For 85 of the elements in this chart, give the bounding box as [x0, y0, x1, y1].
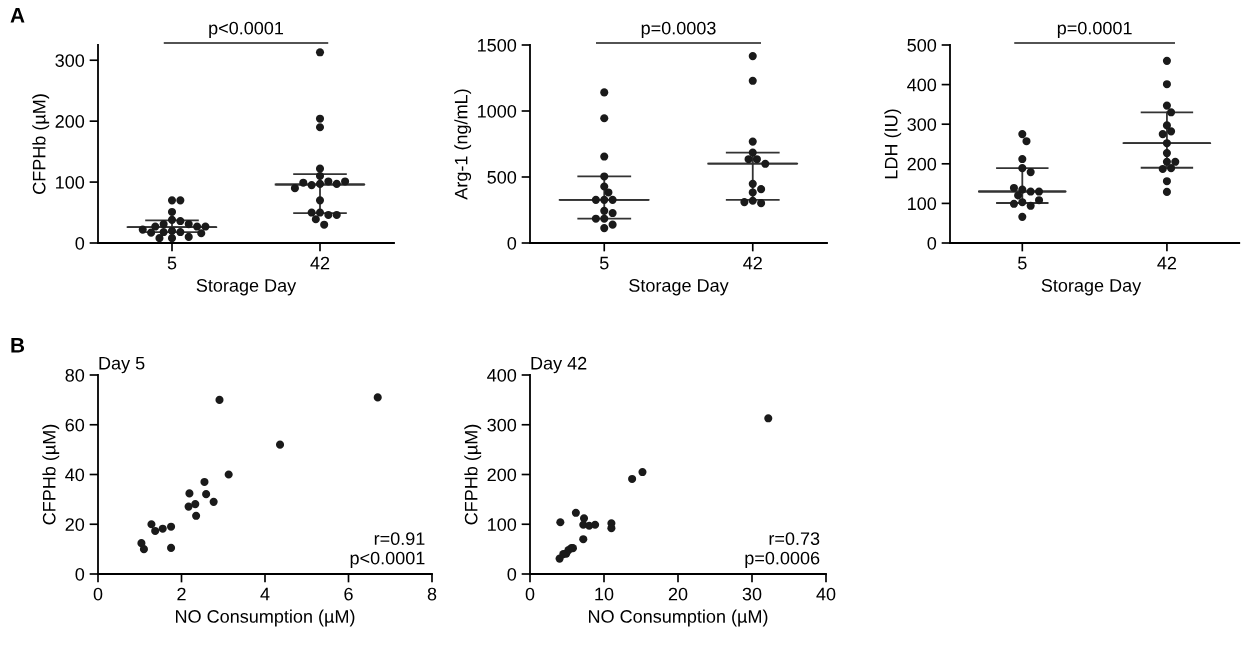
annotation: r=0.73 p=0.0006 — [745, 532, 820, 569]
point — [167, 543, 176, 552]
text: B — [11, 338, 25, 353]
chart-title: Day 42 — [531, 356, 587, 374]
x-tick-label: 5 — [167, 256, 177, 270]
y-axis-title: CFPHb (µM) — [32, 94, 50, 194]
y-axis-title: LDH (IU) — [884, 109, 902, 179]
x-tick-label: 42 — [1157, 256, 1177, 270]
point — [191, 500, 200, 509]
y-tick-label: 100 — [488, 518, 517, 531]
x-tick-label: 0 — [525, 587, 535, 601]
point — [139, 545, 148, 554]
point — [224, 470, 233, 479]
point — [167, 522, 176, 531]
y-tick-label: 300 — [487, 418, 517, 432]
point — [764, 414, 773, 423]
y-tick-label: 1000 — [478, 104, 517, 118]
y-tick-label: 400 — [487, 368, 517, 382]
point — [158, 524, 167, 533]
y-tick-label: 1500 — [478, 38, 517, 52]
text: p<0.0001 — [209, 21, 284, 39]
y-axis-title: CFPHb (µM) — [464, 424, 482, 525]
y-tick-label: 60 — [65, 418, 85, 432]
x-tick-label: 4 — [260, 587, 270, 601]
y-tick-label: 400 — [907, 78, 937, 92]
point — [209, 497, 218, 506]
x-tick-label: 42 — [310, 256, 330, 270]
point — [579, 535, 588, 544]
point — [607, 524, 616, 533]
x-tick-label: 20 — [668, 587, 688, 601]
point — [275, 440, 285, 449]
x-tick-label: 40 — [816, 587, 836, 601]
x-axis-title: NO Consumption (µM) — [589, 609, 768, 627]
y-tick-label: 100 — [56, 176, 85, 189]
x-tick-label: 5 — [1018, 256, 1027, 270]
point — [215, 395, 224, 404]
y-tick-label: 500 — [487, 170, 517, 184]
point — [638, 467, 647, 477]
text: A — [10, 8, 25, 23]
point — [147, 520, 156, 529]
y-tick-label: 200 — [907, 157, 937, 171]
text: p=0.0001 — [1057, 21, 1132, 39]
point — [556, 518, 565, 527]
y-tick-label: 100 — [908, 197, 937, 211]
point — [628, 474, 637, 484]
y-tick-label: 0 — [75, 567, 85, 581]
x-tick-label: 6 — [344, 587, 353, 601]
point — [151, 526, 160, 536]
y-tick-label: 0 — [927, 236, 937, 250]
point — [200, 477, 209, 487]
point — [591, 520, 600, 529]
x-tick-label: 42 — [743, 256, 762, 270]
point — [202, 490, 211, 499]
x-axis-title: Storage Day — [629, 279, 729, 296]
y-tick-label: 0 — [75, 236, 85, 250]
point — [192, 511, 201, 520]
point — [571, 508, 580, 517]
y-tick-label: 500 — [907, 38, 937, 52]
point — [185, 489, 194, 498]
y-tick-label: 40 — [65, 468, 85, 482]
y-tick-label: 20 — [65, 518, 85, 531]
y-tick-label: 300 — [907, 118, 937, 131]
x-tick-label: 30 — [742, 587, 762, 601]
point — [579, 514, 589, 523]
annotation: r=0.91 p<0.0001 — [350, 532, 425, 569]
x-tick-label: 8 — [427, 587, 437, 601]
x-tick-label: 10 — [595, 587, 614, 601]
x-tick-label: 5 — [599, 256, 609, 270]
x-tick-label: 2 — [177, 587, 186, 601]
x-axis-title: NO Consumption (µM) — [176, 609, 355, 627]
y-tick-label: 200 — [55, 115, 85, 128]
y-axis-title: Arg-1 (ng/mL) — [454, 89, 472, 200]
text: p=0.0003 — [641, 21, 716, 39]
y-tick-label: 300 — [55, 54, 85, 67]
point — [184, 502, 193, 511]
point — [373, 393, 382, 402]
y-tick-label: 0 — [507, 567, 517, 581]
chart-title: Day 5 — [99, 357, 145, 374]
y-tick-label: 0 — [507, 236, 517, 250]
y-axis-title: CFPHb (µM) — [42, 424, 60, 525]
y-tick-label: 200 — [487, 468, 517, 482]
x-axis-title: Storage Day — [196, 279, 297, 296]
x-tick-label: 0 — [93, 587, 103, 601]
y-tick-label: 80 — [65, 368, 85, 382]
x-axis-title: Storage Day — [1041, 279, 1142, 296]
